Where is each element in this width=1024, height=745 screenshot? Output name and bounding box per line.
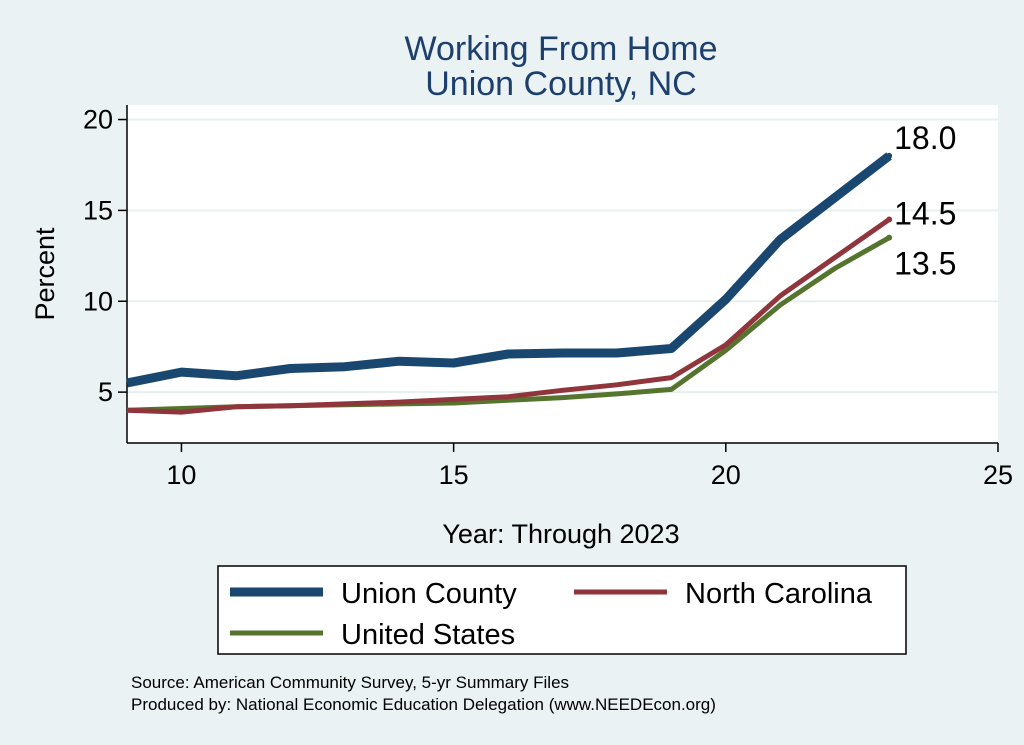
legend-item-union-county: Union County bbox=[230, 578, 517, 610]
y-tick-label: 10 bbox=[83, 286, 113, 316]
y-tick-label: 20 bbox=[83, 105, 113, 135]
producer-note: Produced by: National Economic Education… bbox=[131, 695, 716, 714]
y-tick-label: 15 bbox=[83, 195, 113, 225]
y-axis-title: Percent bbox=[30, 227, 60, 321]
end-label: 13.5 bbox=[894, 246, 956, 282]
legend-label: Union County bbox=[341, 578, 517, 610]
legend-item-north-carolina: North Carolina bbox=[574, 578, 873, 610]
chart-title: Working From Home bbox=[405, 30, 718, 68]
legend-label: North Carolina bbox=[685, 578, 873, 610]
x-tick-label: 15 bbox=[439, 460, 469, 490]
plot-area bbox=[127, 105, 998, 443]
end-marker bbox=[886, 234, 893, 241]
legend-label: United States bbox=[341, 619, 515, 651]
x-tick-label: 10 bbox=[166, 460, 196, 490]
axes: 5 10 15 20 10 15 20 25 bbox=[83, 105, 1013, 490]
chart-subtitle: Union County, NC bbox=[425, 65, 697, 103]
legend-item-united-states: United States bbox=[230, 619, 515, 651]
end-marker bbox=[886, 216, 893, 223]
series-layer bbox=[126, 152, 892, 415]
end-label: 14.5 bbox=[894, 195, 956, 231]
end-label: 18.0 bbox=[894, 120, 956, 156]
series-line-north-carolina bbox=[126, 217, 891, 415]
end-marker bbox=[886, 152, 893, 159]
x-tick-label: 25 bbox=[983, 460, 1013, 490]
end-labels: 18.0 14.5 13.5 bbox=[886, 120, 956, 282]
legend: Union County North Carolina United States bbox=[217, 565, 907, 655]
series-line-union-county bbox=[126, 152, 892, 388]
x-axis-title: Year: Through 2023 bbox=[442, 519, 679, 549]
source-note: Source: American Community Survey, 5-yr … bbox=[131, 673, 569, 692]
y-tick-label: 5 bbox=[98, 377, 113, 407]
x-tick-label: 20 bbox=[711, 460, 741, 490]
legend-box bbox=[217, 565, 907, 655]
gridlines bbox=[127, 118, 998, 394]
